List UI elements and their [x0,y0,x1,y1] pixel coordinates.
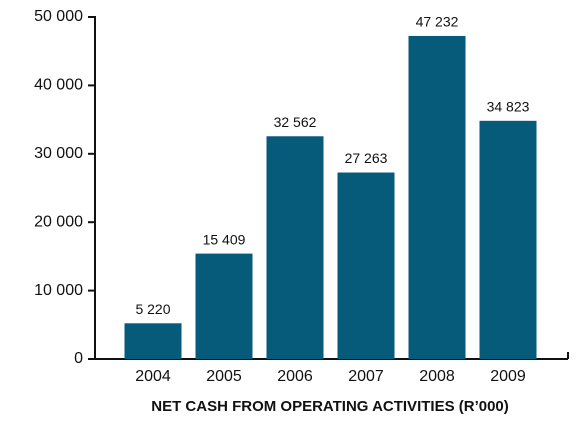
y-tick-label: 40 000 [34,77,83,94]
value-label: 32 562 [274,114,317,130]
x-tick-label: 2009 [490,368,526,385]
x-tick-label: 2004 [135,368,171,385]
x-axis-label: NET CASH FROM OPERATING ACTIVITIES (R’00… [151,398,509,415]
x-tick-label: 2008 [419,368,455,385]
value-label: 27 263 [345,150,388,166]
y-tick-label: 0 [74,350,83,367]
y-tick-label: 10 000 [34,282,83,299]
value-label: 5 220 [135,301,170,317]
y-tick-label: 30 000 [34,145,83,162]
x-tick-label: 2005 [206,368,242,385]
bar [408,35,466,360]
value-label: 15 409 [203,231,246,247]
x-tick-label: 2007 [348,368,384,385]
bar [337,172,395,359]
y-tick-label: 20 000 [34,213,83,230]
bar [266,136,324,359]
bar [479,120,537,360]
bar [195,253,253,359]
x-tick-label: 2006 [277,368,313,385]
bar [124,323,182,359]
y-tick-label: 50 000 [34,8,83,25]
value-label: 34 823 [487,99,530,115]
value-label: 47 232 [416,14,459,30]
